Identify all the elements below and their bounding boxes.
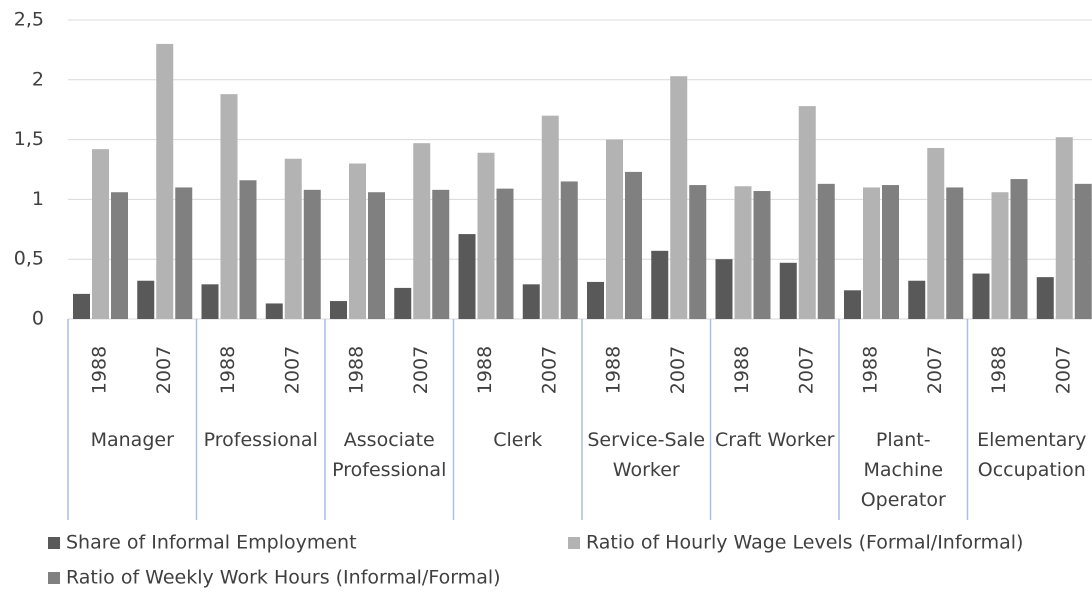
bar bbox=[651, 250, 669, 319]
legend-label: Ratio of Weekly Work Hours (Informal/For… bbox=[66, 567, 501, 589]
bar bbox=[1010, 179, 1028, 319]
y-tick-label: 0 bbox=[32, 308, 44, 330]
x-tick-label: 2007 bbox=[924, 346, 946, 394]
bar bbox=[137, 280, 155, 319]
x-tick-label: 1988 bbox=[860, 346, 882, 394]
x-tick-label: 1988 bbox=[731, 346, 753, 394]
bar bbox=[972, 273, 990, 319]
bar bbox=[368, 192, 385, 319]
x-tick-label: 1988 bbox=[89, 346, 111, 394]
bar bbox=[239, 180, 257, 319]
bar bbox=[587, 281, 604, 319]
bar bbox=[882, 185, 899, 319]
bar bbox=[753, 191, 771, 319]
bar bbox=[220, 94, 238, 319]
bar bbox=[522, 284, 540, 319]
bar bbox=[175, 187, 193, 319]
bar bbox=[201, 284, 219, 319]
y-tick-label: 1,5 bbox=[14, 128, 44, 150]
bar bbox=[413, 143, 431, 319]
bar bbox=[303, 189, 321, 319]
legend-swatch bbox=[48, 537, 60, 549]
group-label: Manager bbox=[90, 429, 174, 451]
bar bbox=[670, 76, 688, 319]
bar bbox=[284, 158, 302, 319]
legend-label: Share of Informal Employment bbox=[66, 532, 357, 554]
bar bbox=[458, 234, 476, 319]
bar bbox=[560, 181, 578, 319]
bar bbox=[946, 187, 964, 319]
bar bbox=[156, 43, 174, 320]
bar bbox=[394, 287, 412, 319]
group-label: Plant-Machine Operator bbox=[860, 429, 946, 511]
x-tick-label: 1988 bbox=[603, 346, 625, 394]
group-label: Elementary Occupation bbox=[977, 429, 1087, 481]
y-tick-label: 0,5 bbox=[14, 248, 44, 270]
group-label: Service-Sale Worker bbox=[587, 429, 706, 481]
x-tick-label: 2007 bbox=[538, 346, 560, 394]
x-tick-label: 1988 bbox=[217, 346, 239, 394]
x-tick-label: 2007 bbox=[410, 346, 432, 394]
bar bbox=[541, 115, 559, 320]
bar bbox=[689, 185, 707, 319]
bar bbox=[798, 106, 816, 319]
x-tick-label: 1988 bbox=[988, 346, 1010, 394]
bar bbox=[779, 262, 797, 319]
x-tick-label: 2007 bbox=[1052, 346, 1074, 394]
bar bbox=[496, 188, 514, 319]
x-tick-label: 1988 bbox=[346, 346, 368, 394]
group-label: Professional bbox=[203, 429, 318, 451]
bar bbox=[606, 139, 623, 319]
bar bbox=[73, 293, 90, 319]
bar bbox=[265, 303, 283, 319]
bar bbox=[349, 163, 366, 319]
x-tick-label: 2007 bbox=[281, 346, 303, 394]
bar bbox=[844, 290, 861, 319]
bar bbox=[111, 192, 128, 319]
legend-swatch bbox=[568, 537, 580, 549]
legend-swatch bbox=[48, 572, 60, 584]
y-tick-label: 2,5 bbox=[14, 9, 44, 31]
legend-label: Ratio of Hourly Wage Levels (Formal/Info… bbox=[586, 532, 1023, 554]
x-tick-label: 2007 bbox=[153, 346, 175, 394]
bar bbox=[1036, 277, 1054, 319]
bar bbox=[817, 183, 835, 319]
bar bbox=[1055, 137, 1073, 319]
y-tick-label: 2 bbox=[32, 68, 44, 90]
bar bbox=[734, 186, 752, 319]
x-tick-label: 1988 bbox=[474, 346, 496, 394]
x-tick-label: 2007 bbox=[667, 346, 689, 394]
bar bbox=[863, 187, 880, 319]
group-label: Associate Professional bbox=[332, 429, 447, 481]
bar bbox=[1074, 183, 1092, 319]
y-tick-label: 1 bbox=[32, 188, 44, 210]
bar bbox=[715, 259, 733, 319]
x-tick-label: 2007 bbox=[795, 346, 817, 394]
bar bbox=[927, 147, 945, 319]
bar bbox=[432, 189, 450, 319]
bar bbox=[991, 192, 1009, 319]
group-label: Clerk bbox=[493, 429, 543, 451]
bar bbox=[625, 171, 642, 319]
bar bbox=[908, 280, 926, 319]
group-label: Craft Worker bbox=[714, 429, 835, 451]
bar bbox=[477, 152, 495, 319]
bar bbox=[330, 301, 347, 319]
bar bbox=[92, 149, 109, 319]
